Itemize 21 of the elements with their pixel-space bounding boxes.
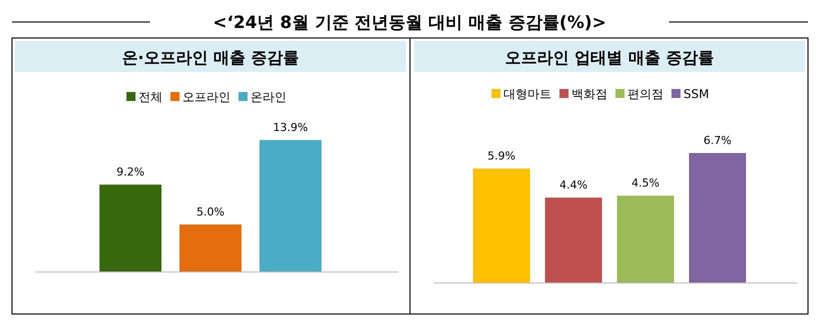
legend-label: 오프라인 bbox=[182, 90, 230, 104]
data-label: 13.9% bbox=[273, 121, 308, 134]
chart-title: 온·오프라인 매출 증감률 bbox=[122, 48, 300, 67]
data-label: 4.5% bbox=[632, 176, 660, 190]
legend-label: 전체 bbox=[138, 90, 162, 104]
text: <‘24년 8월 기준 전년동월 대비 매출 증감률(%)> bbox=[212, 13, 606, 33]
data-label: 9.2% bbox=[116, 166, 144, 179]
legend-label: SSM bbox=[684, 87, 710, 101]
legend-label: 백화점 bbox=[572, 87, 608, 101]
bar bbox=[473, 168, 530, 283]
legend-label: 편의점 bbox=[628, 87, 664, 101]
bar bbox=[545, 198, 602, 283]
chart-title: 오프라인 업태별 매출 증감률 bbox=[505, 48, 714, 67]
legend-label: 온라인 bbox=[250, 90, 286, 104]
data-label: 6.7% bbox=[704, 134, 732, 147]
data-label: 5.9% bbox=[488, 150, 516, 163]
data-label: 5.0% bbox=[196, 206, 224, 219]
bar bbox=[617, 196, 674, 283]
legend-label: 대형마트 bbox=[504, 87, 552, 101]
data-label: 4.4% bbox=[560, 178, 588, 192]
bar bbox=[689, 153, 746, 283]
